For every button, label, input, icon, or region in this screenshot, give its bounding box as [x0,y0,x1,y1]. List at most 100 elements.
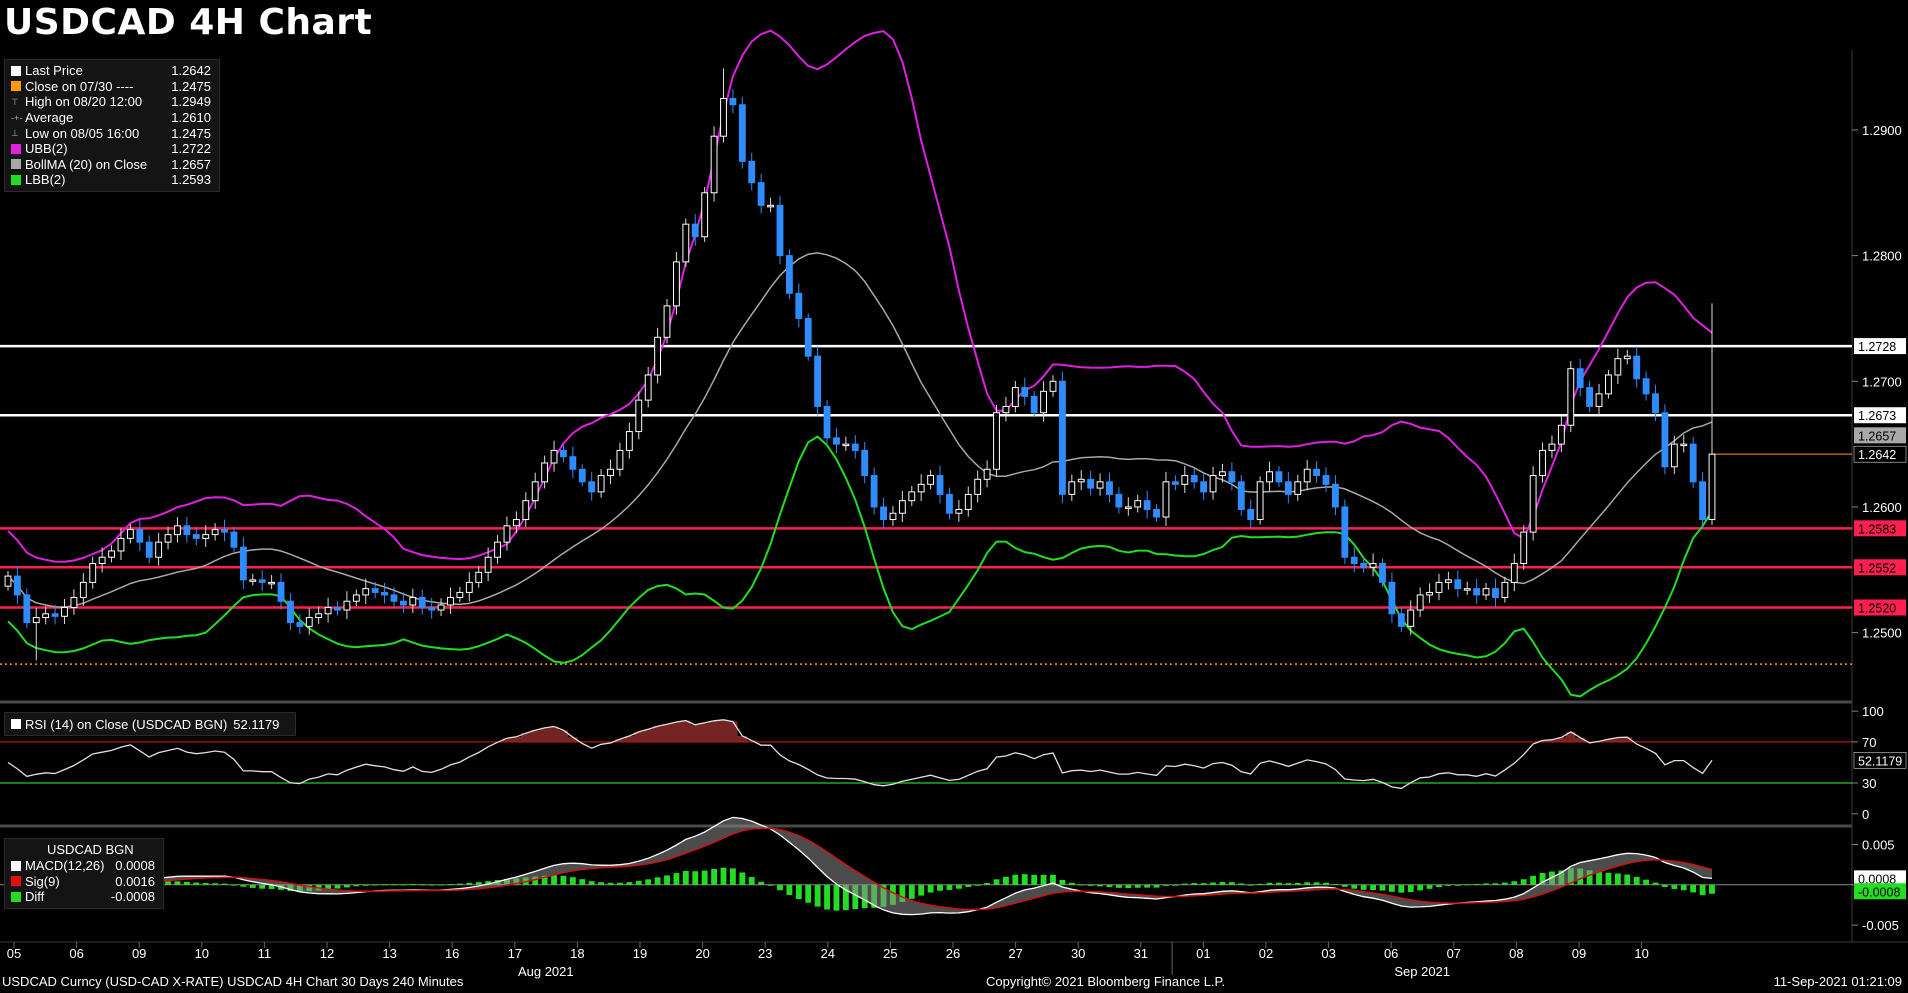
macd-diff-bar [617,882,623,885]
candle-up [108,550,115,558]
candle-up [1605,374,1612,395]
candle-up [1096,481,1104,489]
macd-diff-bar [1304,882,1311,885]
macd-diff-bar [1068,882,1075,885]
candle-down [691,223,699,238]
macd-diff-bar [1078,884,1085,886]
macd-diff-bar [1163,884,1169,886]
candle-up [324,607,332,615]
macd-diff-bar [1332,883,1339,885]
macd-diff-bar [1181,883,1188,885]
candles [4,68,1716,661]
date-label: 19 [633,946,647,961]
macd-diff-bar [692,871,699,885]
date-label: 31 [1134,946,1148,961]
date-label: 13 [382,946,396,961]
candle-down [1247,508,1255,521]
macd-diff-bar [1614,873,1621,885]
legend-row: -+- Average 1.2610 [5,110,219,126]
candle-up [682,223,690,263]
macd-legend-row: MACD(12,26) 0.0008 [5,858,163,874]
candle-down [1576,368,1584,389]
candle-up [1670,443,1678,468]
candle-up [79,581,87,598]
candle-up [1482,588,1490,596]
date-label: 10 [1634,946,1648,961]
candle-down [1171,481,1179,485]
candle-up [917,483,925,493]
candle-down [861,449,869,477]
price-tick-label: 1.2700 [1862,374,1902,389]
candle-up [1680,443,1688,447]
macd-legend-title: USDCAD BGN [47,842,134,857]
macd-diff-bar [1294,882,1301,885]
candle-up [202,534,210,539]
macd-diff-bar [268,884,275,890]
candle-up [1266,471,1273,483]
candle-down [183,525,191,536]
macd-diff-bar [1106,884,1113,888]
candle-down [1115,493,1123,508]
legend-swatch: -+- [11,112,23,123]
rsi-swatch [11,719,21,729]
macd-diff-bar [758,881,765,885]
macd-signal-band [8,817,1712,915]
macd-diff-bar [1050,874,1056,885]
bollma-line [7,252,1713,608]
macd-diff-bar [626,882,633,885]
candle-up [842,443,850,447]
legend-label: Last Price [25,63,83,79]
candle-up [1539,449,1546,477]
legend-value: 1.2475 [171,125,211,141]
candle-up [1040,390,1047,414]
macd-diff-bar [588,881,595,885]
date-label: 10 [195,946,209,961]
macd-diff-bar [824,884,830,910]
macd-diff-bar [1511,881,1518,885]
candle-up [1708,453,1716,521]
candle-up [456,591,464,598]
macd-diff-bar [1115,884,1122,888]
candle-up [475,571,483,583]
candle-down [738,104,746,162]
date-label: 02 [1259,946,1273,961]
candle-down [1360,563,1368,568]
macd-diff-bar [259,884,266,889]
candle-up [616,449,624,470]
macd-diff-bar [541,875,548,885]
date-label: 08 [1509,946,1523,961]
macd-legend-value: 0.0008 [115,858,155,874]
footer-right: 11-Sep-2021 01:21:09 [1773,974,1902,989]
candle-down [569,456,577,470]
macd-diff-bar [1643,879,1650,885]
candle-up [1407,609,1415,627]
macd-diff-bar [1257,883,1264,885]
footer-left: USDCAD Curncy (USD-CAD X-RATE) USDCAD 4H… [2,974,464,989]
macd-diff-bar [1605,872,1612,885]
macd-diff-bar [1323,882,1329,885]
candle-down [371,588,379,593]
macd-diff-bar [343,884,350,888]
macd-diff-bar [334,884,341,889]
macd-axis-tag-bg [1854,883,1906,900]
candle-up [1623,355,1631,360]
candle-up [993,412,1000,470]
price-tick-label: 1.2500 [1862,626,1902,641]
macd-diff-bar [400,884,407,886]
candle-up [531,481,539,502]
candle-down [1689,443,1697,483]
macd-legend-label: Sig(9) [25,873,60,889]
price-tick-label: 1.2600 [1862,500,1902,515]
candle-up [315,613,323,619]
candle-down [1058,380,1066,495]
macd-diff-bar [532,876,539,885]
macd-diff-bar [1492,883,1499,885]
candle-down [1379,563,1386,583]
candle-up [1529,475,1537,533]
macd-diff-bar [1247,884,1254,886]
candle-up [898,500,906,514]
macd-diff-bar [1210,882,1216,885]
candle-up [164,534,172,543]
macd-diff-bar [560,875,567,885]
legend-row: Close on 07/30 ---- 1.2475 [5,79,219,95]
